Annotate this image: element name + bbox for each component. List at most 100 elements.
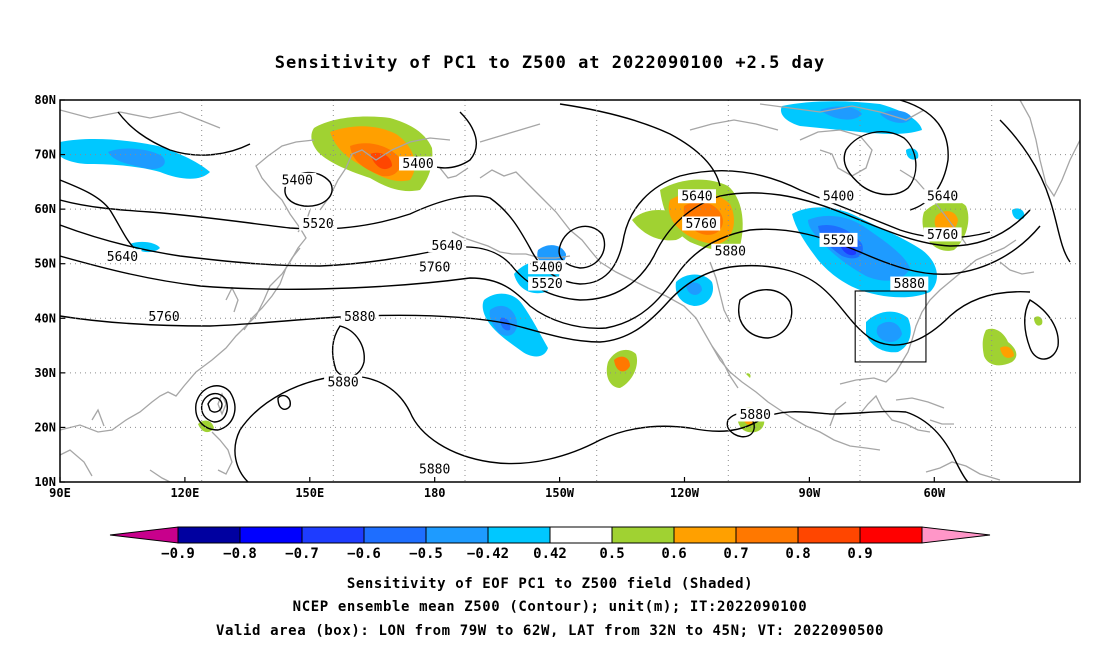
sensitivity-shade-region [746, 373, 751, 378]
sensitivity-shade-region [1000, 346, 1014, 358]
lon-tick-label: 120W [670, 486, 700, 500]
contour-label-bg [299, 216, 338, 231]
figure-title: Sensitivity of PC1 to Z500 at 2022090100… [275, 53, 826, 73]
contour-label-bg [923, 189, 962, 204]
colorbar-segment [239, 526, 303, 544]
lon-tick-label: 90W [799, 486, 821, 500]
sensitivity-shade-region [614, 356, 630, 372]
colorbar-segment [797, 526, 861, 544]
lat-tick-label: 80N [34, 93, 56, 107]
colorbar-segment [859, 526, 923, 544]
contour-label-bg [428, 238, 467, 253]
colorbar-low-triangle [109, 526, 179, 544]
lat-tick-label: 50N [34, 257, 56, 271]
colorbar-segment [425, 526, 489, 544]
sensitivity-shade-region [862, 168, 878, 178]
contour-label: 5640 [681, 190, 712, 205]
sensitivity-shade-region [370, 152, 392, 170]
contour-label: 5640 [432, 239, 463, 254]
contour-label-bg [278, 172, 317, 187]
contour-label: 5760 [148, 310, 179, 325]
lat-tick-label: 60N [34, 202, 56, 216]
lat-tick-label: 40N [34, 311, 56, 325]
lon-tick-label: 90E [49, 486, 71, 500]
contour-label: 5400 [531, 261, 562, 276]
colorbar-segment [549, 526, 613, 544]
contour-label-bg [682, 216, 721, 231]
lon-tick-label: 150W [545, 486, 575, 500]
contour-label-bg [399, 156, 438, 171]
contour-label-bg [677, 189, 716, 204]
contour-label: 5880 [419, 463, 450, 478]
contour-label: 5400 [823, 190, 854, 205]
colorbar-high-triangle [921, 526, 991, 544]
colorbar-tick-label: −0.9 [161, 546, 195, 562]
contour-label: 5880 [715, 244, 746, 259]
colorbar-tick-label: 0.8 [785, 546, 810, 562]
contour-label: 5640 [107, 250, 138, 265]
contour-label-bg [711, 243, 750, 258]
contour-label-bg [528, 276, 567, 291]
lat-tick-label: 70N [34, 148, 56, 162]
contour-label: 5760 [927, 228, 958, 243]
contour-label: 5400 [282, 173, 313, 188]
contour-label: 5520 [531, 277, 562, 292]
colorbar-segment [301, 526, 365, 544]
lat-tick-label: 10N [34, 475, 56, 489]
colorbar-tick-label: 0.9 [847, 546, 872, 562]
colorbar: −0.9 −0.8 −0.7 −0.6 −0.5 −0.42 0.42 0.5 0.6 0.7 0.… [109, 526, 991, 562]
lat-tick-label: 30N [34, 366, 56, 380]
graticule [60, 100, 1080, 482]
sensitivity-shade-region [686, 282, 702, 295]
sensitivity-shade-region [1012, 208, 1025, 220]
colorbar-tick-label: 0.5 [599, 546, 624, 562]
colorbar-segment [487, 526, 551, 544]
colorbar-tick-label: −0.6 [347, 546, 381, 562]
lon-tick-label: 150E [295, 486, 324, 500]
coastlines [60, 100, 1080, 482]
contour-label-bg [923, 227, 962, 242]
sensitivity-shade-region [108, 148, 165, 170]
contour-label-bg [890, 276, 929, 291]
contour-label: 5760 [419, 261, 450, 276]
sensitivity-shade-region [500, 317, 511, 331]
colorbar-tick-label: −0.8 [223, 546, 257, 562]
colorbar-tick-label: −0.42 [467, 546, 509, 562]
colorbar-tick-label: 0.6 [661, 546, 686, 562]
contour-label-bg [103, 249, 142, 264]
colorbar-segment [673, 526, 737, 544]
footer-line-contour: NCEP ensemble mean Z500 (Contour); unit(… [293, 599, 808, 615]
contour-label-bg [145, 309, 184, 324]
map-frame [59, 99, 1081, 483]
sensitivity-shade-region [876, 321, 902, 343]
axis-ticks: 90E 120E 150E 180 150W 120W 90W 60W 80N 70N 60N 50N… [34, 93, 946, 500]
contour-label-bg [819, 189, 858, 204]
contour-label: 5880 [344, 310, 375, 325]
footer-line-shaded: Sensitivity of EOF PC1 to Z500 field (Sh… [347, 576, 753, 592]
valid-area-box [854, 290, 927, 363]
colorbar-segment [735, 526, 799, 544]
contour-label-bg [736, 407, 775, 422]
lon-tick-label: 60W [923, 486, 945, 500]
contour-label-bg [819, 232, 858, 247]
colorbar-segment [177, 526, 241, 544]
colorbar-segment [363, 526, 427, 544]
contour-label-bg [415, 462, 454, 477]
colorbar-tick-label: 0.7 [723, 546, 748, 562]
contour-label-bg [340, 309, 379, 324]
contour-label-bg [528, 260, 567, 275]
lon-tick-label: 180 [424, 486, 446, 500]
contour-label: 5760 [685, 217, 716, 232]
contour-label: 5520 [302, 217, 333, 232]
contour-label: 5880 [894, 277, 925, 292]
colorbar-tick-label: 0.42 [533, 546, 567, 562]
colorbar-tick-label: −0.7 [285, 546, 319, 562]
contour-label: 5880 [327, 375, 358, 390]
colorbar-tick-label: −0.5 [409, 546, 443, 562]
footer-line-valid-area: Valid area (box): LON from 79W to 62W, L… [216, 623, 884, 639]
sensitivity-shade-region [934, 211, 958, 233]
contour-label: 5640 [927, 190, 958, 205]
lat-tick-label: 20N [34, 420, 56, 434]
